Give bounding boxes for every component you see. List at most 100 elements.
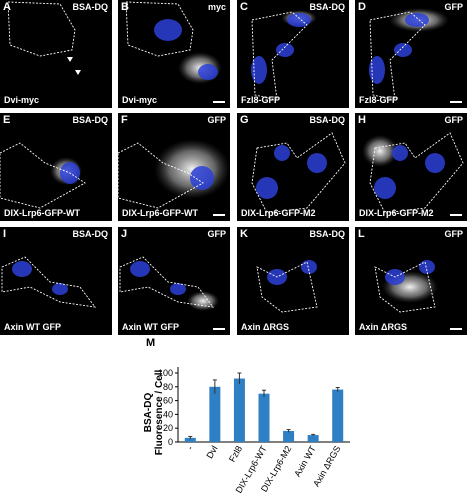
micrograph-image: [1, 256, 97, 308]
panel-letter: K: [240, 228, 248, 240]
bar: [209, 386, 221, 442]
x-category-label: Dvl: [204, 444, 219, 460]
construct-caption: Fzl8-GFP: [359, 95, 399, 105]
scale-bar: [213, 101, 225, 103]
fluorescent-signal: [154, 139, 230, 199]
nucleus: [170, 283, 186, 295]
panel-letter: F: [121, 114, 128, 126]
micrograph-panel-f: F GFP DIX-Lrp6-GFP-WT: [118, 113, 230, 221]
micrograph-image: [119, 256, 219, 311]
panel-letter: A: [3, 1, 11, 13]
nucleus: [287, 13, 311, 27]
arrowhead-marker: [75, 70, 81, 75]
construct-caption: Dvi-myc: [4, 95, 40, 105]
micrograph-panel-k: K BSA-DQ Axin ΔRGS: [237, 227, 349, 335]
stain-label: BSA-DQ: [309, 2, 346, 12]
scale-bar: [450, 214, 462, 216]
stain-label: BSA-DQ: [72, 229, 109, 239]
micrograph-image: [118, 139, 230, 209]
stain-label: BSA-DQ: [309, 229, 346, 239]
cell-outline: [369, 11, 426, 101]
panel-letter: J: [121, 228, 128, 240]
micrograph-panel-j: J GFP Axin WT GFP: [118, 227, 230, 335]
nucleus: [301, 260, 317, 274]
fluorescent-signal: [187, 291, 219, 311]
micrograph-panel-d: D GFP Fzl8-GFP: [355, 0, 467, 108]
micrograph-panel-i: I BSA-DQ Axin WT GFP: [0, 227, 112, 335]
cell-outline: [7, 1, 76, 57]
stain-label: BSA-DQ: [72, 115, 109, 125]
micrograph-image: [0, 142, 86, 209]
stain-label: myc: [207, 2, 226, 12]
bar-chart: M BSA-DQ Fluoresence / Cell 0 20 40 60 80 100 - Dv…: [143, 337, 350, 495]
micrograph-panel-g: G BSA-DQ DIX-Lrp6-GFP-M2: [237, 113, 349, 221]
micrograph-image: [125, 1, 222, 84]
chart-panel-m: M BSA-DQ Fluoresence / Cell 0 20 40 60 80 100 - Dv…: [0, 335, 469, 500]
scale-bar: [213, 214, 225, 216]
nucleus: [425, 153, 445, 173]
cell-outline: [251, 132, 346, 214]
construct-caption: Axin ΔRGS: [359, 322, 407, 332]
construct-caption: Axin WT GFP: [122, 322, 179, 332]
bar: [307, 435, 319, 442]
micrograph-panel-e: E BSA-DQ DIX-Lrp6-GFP-WT: [0, 113, 112, 221]
panel-letter: L: [358, 228, 365, 240]
y-tick-label: 60: [163, 396, 173, 406]
nucleus: [274, 145, 290, 161]
construct-caption: Fzl8-GFP: [241, 95, 281, 105]
cell-outline: [256, 261, 318, 313]
nucleus: [276, 43, 294, 57]
micrograph-panel-c: C BSA-DQ Fzl8-GFP: [237, 0, 349, 108]
nucleus: [307, 153, 327, 173]
panel-letter: M: [146, 337, 155, 349]
nucleus: [374, 177, 396, 199]
stain-label: GFP: [207, 115, 226, 125]
micrograph-image: [7, 1, 81, 75]
micrograph-image: [251, 10, 317, 101]
construct-caption: DIX-Lrp6-GFP-WT: [122, 208, 198, 218]
cell-outline: [374, 261, 436, 313]
scale-bar: [450, 101, 462, 103]
arrowhead-marker: [67, 57, 73, 62]
x-category-label: -: [185, 444, 195, 452]
panel-letter: B: [121, 1, 129, 13]
nucleus: [392, 145, 408, 161]
bar: [233, 378, 245, 442]
stain-label: BSA-DQ: [72, 2, 109, 12]
bar: [332, 389, 344, 442]
micrograph-image: [362, 132, 464, 214]
nucleus: [12, 261, 32, 277]
y-tick-label: 100: [158, 368, 173, 378]
nucleus: [130, 261, 150, 277]
nucleus: [405, 13, 429, 27]
bar: [283, 430, 295, 442]
nucleus: [256, 177, 278, 199]
cell-outline: [369, 132, 464, 214]
nucleus: [369, 56, 385, 84]
micrograph-panel-h: H GFP DIX-Lrp6-GFP-M2: [355, 113, 467, 221]
micrograph-image: [251, 132, 346, 214]
stain-label: GFP: [207, 229, 226, 239]
micrograph-image: [256, 260, 318, 313]
construct-caption: DIX-Lrp6-GFP-M2: [359, 208, 434, 218]
nucleus: [190, 166, 214, 190]
nucleus: [52, 283, 68, 295]
cell-outline: [119, 256, 215, 308]
panel-letter: H: [358, 114, 366, 126]
panel-letter: C: [240, 1, 248, 13]
construct-caption: Axin ΔRGS: [241, 322, 289, 332]
y-tick-label: 40: [163, 409, 173, 419]
micrograph-image: [374, 260, 438, 313]
bar: [258, 393, 270, 442]
stain-label: GFP: [444, 2, 463, 12]
stain-label: GFP: [444, 115, 463, 125]
stain-label: BSA-DQ: [309, 115, 346, 125]
construct-caption: DIX-Lrp6-GFP-M2: [241, 208, 316, 218]
panel-letter: I: [3, 228, 7, 240]
y-tick-label: 80: [163, 382, 173, 392]
y-tick-label: 0: [168, 437, 173, 447]
nucleus: [419, 260, 435, 274]
scale-bar: [450, 328, 462, 330]
